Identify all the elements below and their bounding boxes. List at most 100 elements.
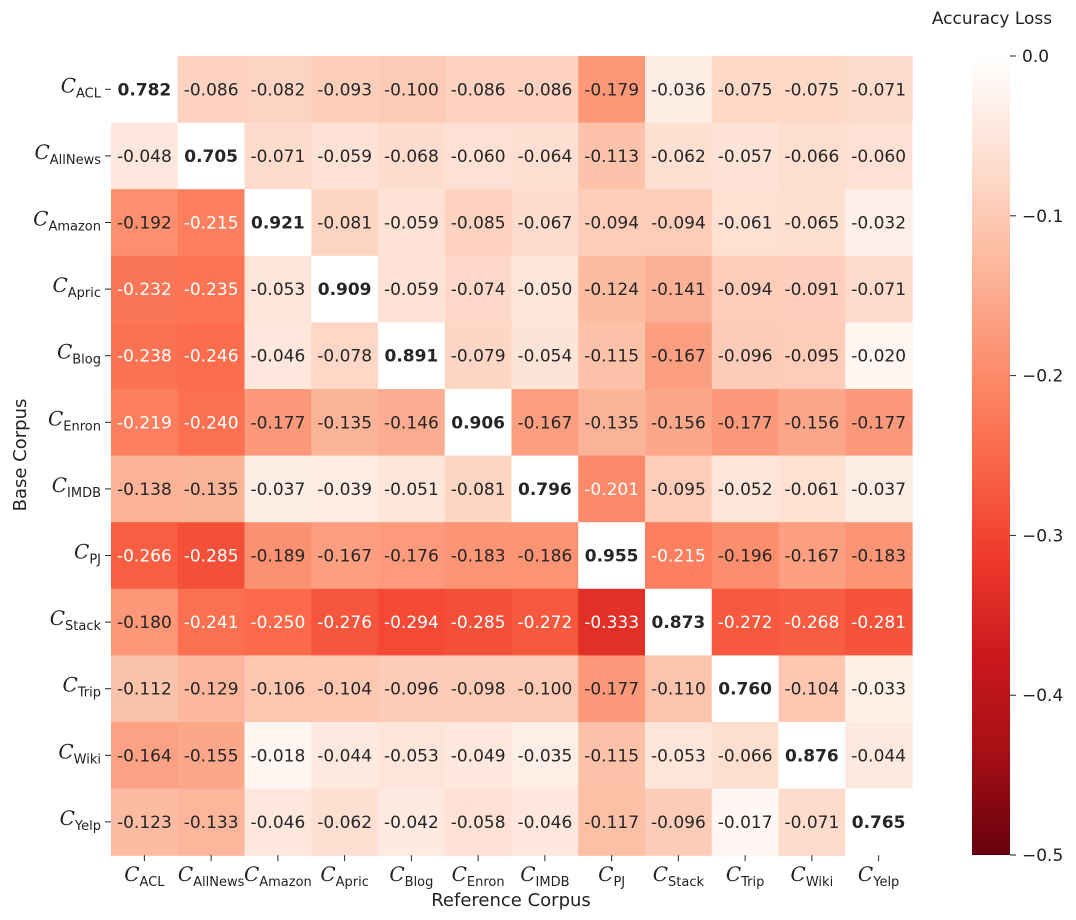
- cell-value: 0.760: [718, 680, 772, 700]
- colorbar-ticks: 0.0 −0.1 −0.2 −0.3 −0.4 −0.5: [1010, 47, 1063, 866]
- cell-value: -0.037: [250, 480, 305, 500]
- cell-value: -0.050: [517, 280, 572, 300]
- y-tick-label: CIMDB: [52, 473, 101, 501]
- cell-value: -0.032: [851, 214, 906, 234]
- heatmap-cell: [177, 189, 246, 257]
- cell-value: 0.796: [518, 480, 572, 500]
- y-tick-label: CEnron: [48, 406, 101, 434]
- cell-value: -0.196: [718, 547, 773, 567]
- heatmap-cell: [511, 255, 579, 323]
- heatmap-cell: [778, 788, 846, 856]
- x-tick-label-symbol: C: [598, 862, 613, 886]
- heatmap-cell: [711, 389, 780, 457]
- heatmap-cell: [311, 455, 379, 523]
- heatmap-cell: [444, 56, 513, 124]
- cell-value: -0.079: [451, 347, 506, 367]
- heatmap-cell: [177, 122, 246, 190]
- cell-value: 0.873: [651, 613, 705, 633]
- y-axis-title: Base Corpus: [10, 399, 31, 512]
- x-tick-label-symbol: C: [791, 862, 806, 886]
- cell-value: -0.138: [117, 480, 172, 500]
- heatmap-cell: [244, 788, 312, 856]
- x-tick-label-symbol: C: [726, 862, 741, 886]
- y-tick-label-symbol: C: [50, 606, 65, 630]
- colorbar-tick-label: −0.5: [1022, 846, 1063, 866]
- heatmap-cell: [177, 722, 246, 790]
- y-tick-label-symbol: C: [62, 673, 77, 697]
- heatmap-cell: [244, 588, 312, 656]
- heatmap-cell: [511, 588, 579, 656]
- cell-value: -0.294: [384, 613, 439, 633]
- heatmap-cell: [845, 788, 913, 856]
- heatmap-cell: [311, 522, 379, 590]
- cell-value: -0.156: [651, 413, 706, 433]
- x-tick-label: CBlog: [389, 862, 433, 890]
- cell-value: -0.268: [784, 613, 839, 633]
- heatmap-cell: [845, 389, 913, 457]
- heatmap-cell: [778, 122, 846, 190]
- heatmap-cell: [244, 255, 312, 323]
- cell-value: -0.044: [851, 746, 906, 766]
- cell-value: -0.164: [117, 746, 172, 766]
- cell-value: -0.051: [384, 480, 439, 500]
- colorbar-tick-label: −0.2: [1022, 367, 1063, 387]
- heatmap-cell: [578, 322, 646, 390]
- cell-value: -0.177: [851, 413, 906, 433]
- x-tick-label-name: Enron: [467, 875, 505, 890]
- y-tick-label-symbol: C: [48, 406, 63, 430]
- heatmap-cell: [845, 255, 913, 323]
- cell-value: -0.039: [317, 480, 372, 500]
- x-tick-label: CApric: [320, 862, 369, 890]
- cell-value: -0.062: [317, 813, 372, 833]
- heatmap-cell: [845, 322, 913, 390]
- heatmap-cell: [511, 56, 579, 124]
- cell-value: -0.037: [851, 480, 906, 500]
- y-tick-label-symbol: C: [60, 806, 75, 830]
- colorbar-gradient: [972, 56, 1010, 855]
- heatmap-cell: [311, 389, 379, 457]
- cell-value: -0.071: [851, 280, 906, 300]
- y-tick-label-symbol: C: [57, 340, 72, 364]
- cell-value: 0.782: [117, 80, 171, 100]
- cell-value: -0.146: [384, 413, 439, 433]
- y-tick-label: CTrip: [62, 673, 101, 701]
- x-tick-label-name: PJ: [613, 875, 625, 890]
- cell-value: -0.096: [718, 347, 773, 367]
- heatmap-cell: [311, 56, 379, 124]
- y-tick-label-symbol: C: [61, 73, 76, 97]
- x-tick-label-symbol: C: [389, 862, 404, 886]
- cell-value: -0.167: [517, 413, 572, 433]
- y-tick-label-name: Yelp: [74, 819, 101, 834]
- y-tick-label-name: AllNews: [50, 153, 101, 168]
- heatmap-cell: [244, 322, 312, 390]
- heatmap-cell: [711, 56, 780, 124]
- cell-value: -0.135: [584, 413, 639, 433]
- y-tick-label-symbol: C: [52, 273, 67, 297]
- heatmap-cell: [845, 56, 913, 124]
- cell-value: -0.058: [451, 813, 506, 833]
- x-tick-label-symbol: C: [320, 862, 335, 886]
- x-tick-label-name: Wiki: [806, 875, 833, 890]
- colorbar-tick-label: −0.4: [1022, 686, 1063, 706]
- y-tick-label: CAllNews: [34, 140, 101, 168]
- cell-value: -0.093: [317, 80, 372, 100]
- cell-value: -0.276: [317, 613, 372, 633]
- heatmap-cell: [378, 655, 446, 723]
- heatmap-cell: [244, 655, 312, 723]
- cell-value: -0.129: [184, 680, 239, 700]
- heatmap-cell: [778, 655, 846, 723]
- heatmap-cell: [111, 588, 179, 656]
- heatmap-cell: [511, 389, 579, 457]
- heatmap-cell: [378, 56, 446, 124]
- cell-value: -0.281: [851, 613, 906, 633]
- heatmap-cell: [578, 655, 646, 723]
- heatmap-cell: [511, 522, 579, 590]
- heatmap-cell: [711, 722, 780, 790]
- cell-value: -0.167: [784, 547, 839, 567]
- heatmap-cell: [845, 655, 913, 723]
- cell-value: -0.091: [784, 280, 839, 300]
- cell-value: -0.133: [184, 813, 239, 833]
- heatmap-cell: [711, 788, 780, 856]
- cell-value: -0.106: [250, 680, 305, 700]
- heatmap-cell: [311, 788, 379, 856]
